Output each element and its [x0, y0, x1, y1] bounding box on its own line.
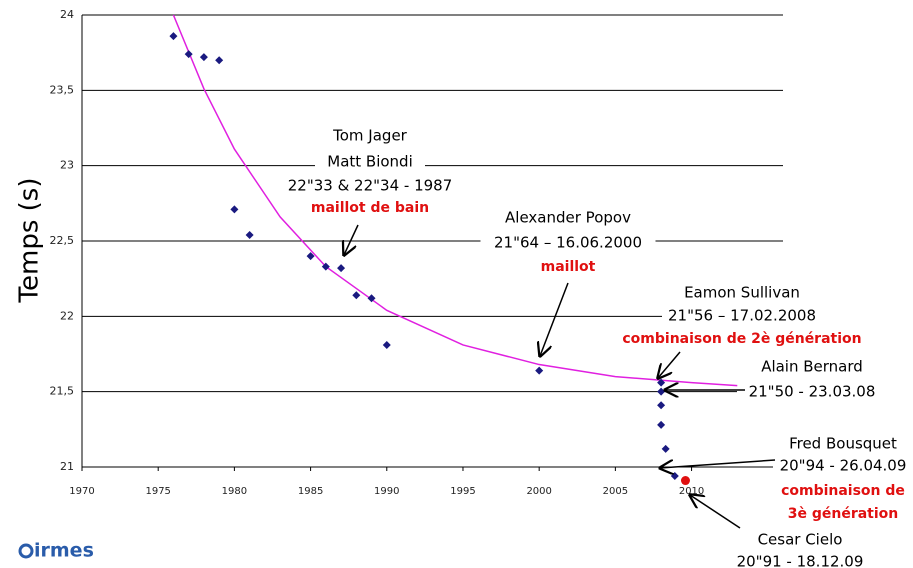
annotation-bg — [662, 306, 822, 326]
annotation-bg — [730, 552, 870, 568]
point — [367, 294, 376, 303]
annotation-bg — [488, 208, 648, 228]
x-tick-label: 1980 — [222, 486, 247, 497]
y-tick-label: 23,5 — [50, 83, 75, 96]
point — [657, 387, 666, 396]
y-axis-label: Temps (s) — [15, 178, 45, 304]
annotation: Tom Jager — [332, 127, 408, 145]
point — [169, 32, 178, 41]
point — [382, 340, 391, 349]
point — [321, 262, 330, 271]
trend-line — [172, 14, 738, 387]
annotation: Alain Bernard — [761, 358, 863, 376]
point — [215, 56, 224, 65]
point — [535, 366, 544, 375]
x-tick-label: 1990 — [374, 486, 399, 497]
annotation: combinaison de — [781, 483, 905, 499]
y-tick-label: 24 — [60, 8, 74, 21]
annotation-bg — [282, 176, 458, 196]
annotation-bg — [745, 530, 855, 550]
annotation: Eamon Sullivan — [684, 284, 800, 302]
x-tick-label: 1995 — [450, 486, 475, 497]
highlight-point — [680, 476, 690, 486]
annotation-bg — [315, 152, 425, 172]
point — [661, 444, 670, 453]
annotation: Matt Biondi — [327, 153, 413, 171]
annotation: 20"91 - 18.12.09 — [737, 553, 864, 568]
y-tick-label: 21,5 — [50, 385, 75, 398]
annotation: 21"50 - 23.03.08 — [749, 383, 876, 401]
annotation-bg — [747, 357, 877, 377]
point — [657, 401, 666, 410]
x-tick-label: 1985 — [298, 486, 323, 497]
annotation-bg — [305, 198, 435, 218]
annotation-bg — [737, 382, 887, 402]
point — [230, 205, 239, 214]
annotation: maillot de bain — [311, 200, 429, 216]
annotation: combinaison de 2è génération — [622, 331, 861, 347]
logo-icon — [18, 543, 34, 559]
arrow — [540, 282, 569, 356]
point — [657, 420, 666, 429]
annotation-bg — [609, 329, 875, 349]
point — [245, 230, 254, 239]
x-tick-label: 2005 — [603, 486, 628, 497]
annotation-bg — [775, 434, 911, 454]
annotation: 22"33 & 22"34 - 1987 — [288, 177, 453, 195]
x-tick-label: 1975 — [145, 486, 170, 497]
x-tick-label: 1970 — [69, 486, 94, 497]
point — [184, 50, 193, 59]
point — [670, 472, 679, 481]
arrow — [690, 495, 741, 529]
annotation: 20"94 - 26.04.09 — [780, 457, 907, 475]
annotation: 21"64 – 16.06.2000 — [494, 234, 642, 252]
y-tick-label: 21 — [60, 460, 74, 473]
point — [352, 291, 361, 300]
x-tick-label: 2000 — [526, 486, 551, 497]
annotation-bg — [677, 283, 807, 303]
annotation-bg — [775, 481, 911, 501]
y-tick-label: 23 — [60, 159, 74, 172]
annotation: Fred Bousquet — [789, 435, 897, 453]
point — [199, 53, 208, 62]
annotation: Alexander Popov — [505, 209, 631, 227]
arrow — [658, 351, 681, 378]
annotation-bg — [773, 456, 913, 476]
annotation: 3è génération — [788, 506, 899, 522]
annotation: Cesar Cielo — [758, 531, 843, 549]
logo: irmes — [34, 540, 94, 562]
arrow — [660, 459, 776, 468]
annotation: 21"56 – 17.02.2008 — [668, 307, 816, 325]
y-tick-label: 22 — [60, 309, 74, 322]
annotation-bg — [785, 504, 901, 524]
point — [337, 264, 346, 273]
annotation-bg — [533, 257, 603, 277]
arrow — [344, 224, 359, 255]
annotation: maillot — [541, 259, 596, 275]
annotation-bg — [315, 126, 425, 146]
y-tick-label: 22,5 — [50, 234, 75, 247]
annotation-bg — [480, 233, 656, 253]
x-tick-label: 2010 — [679, 486, 704, 497]
point — [306, 252, 315, 261]
